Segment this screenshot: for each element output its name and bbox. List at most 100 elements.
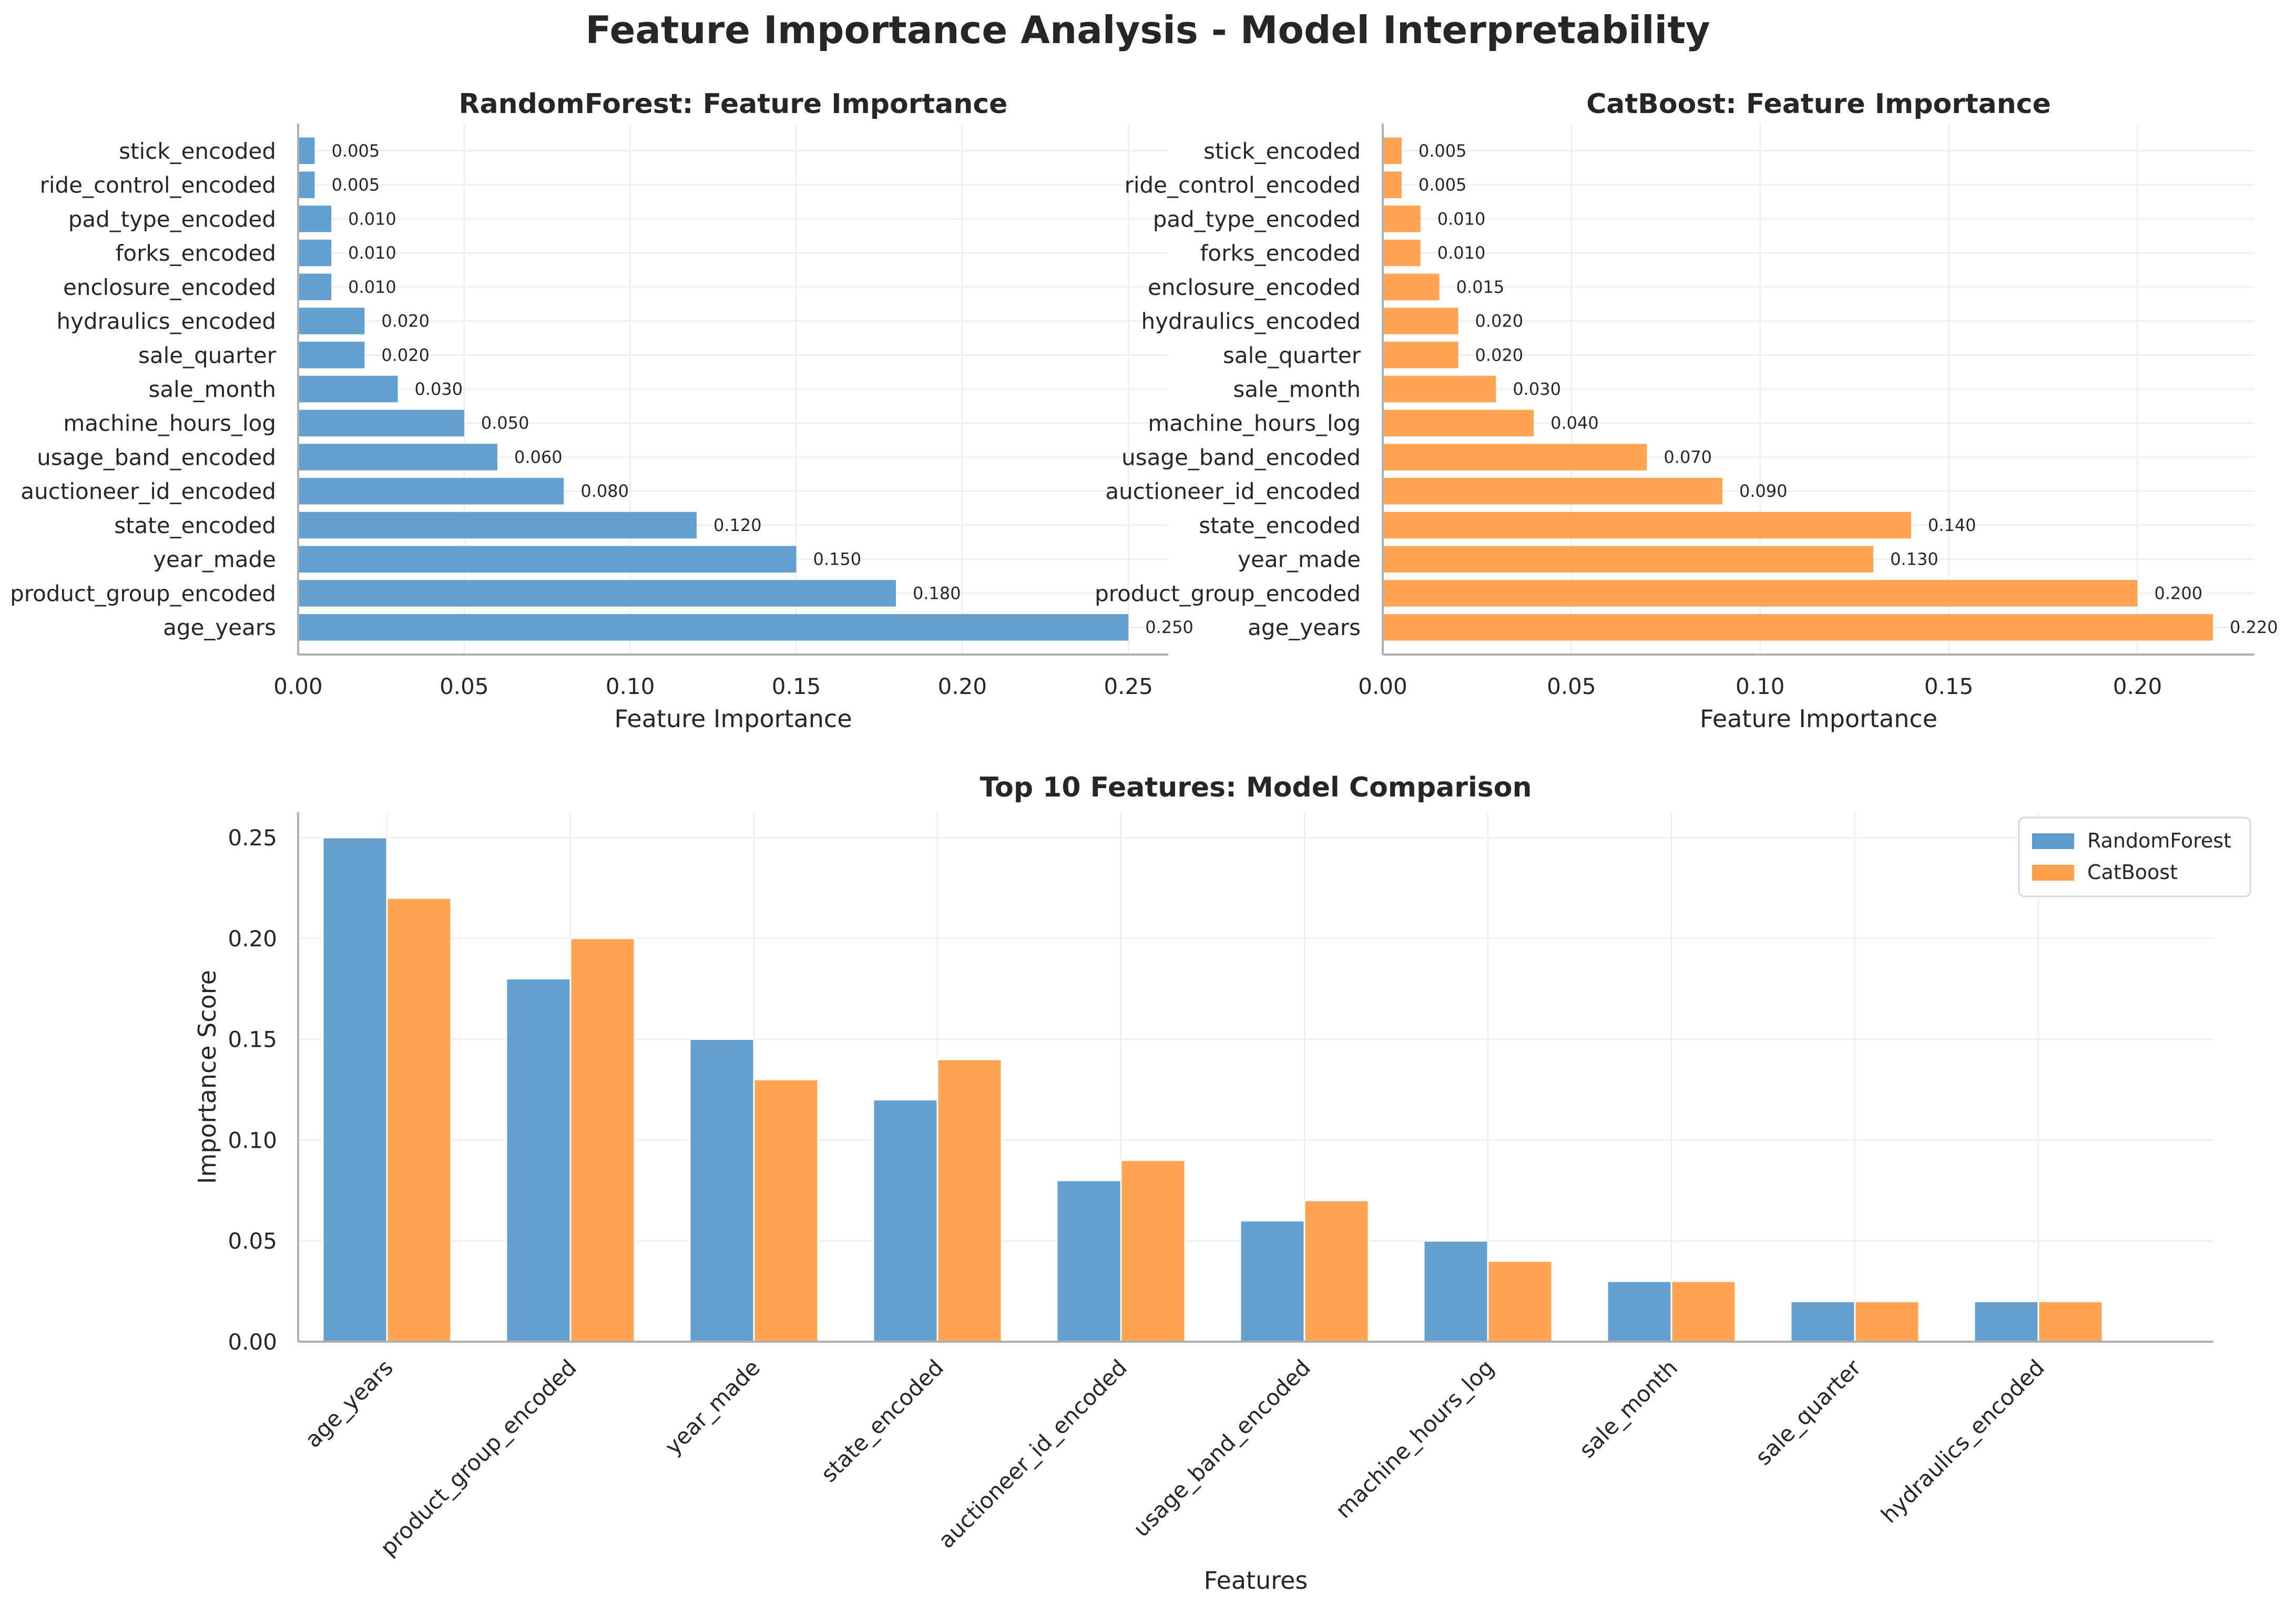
bar-RandomForest-product_group_encoded (505, 977, 572, 1343)
value-label-usage_band_encoded: 0.070 (1664, 447, 1712, 467)
y-tick-label: 0.15 (228, 1027, 277, 1053)
bar-RandomForest-auctioneer_id_encoded (1056, 1179, 1122, 1343)
y-tick-label-ride_control_encoded: ride_control_encoded (40, 172, 276, 198)
y-tick-label-sale_quarter: sale_quarter (1223, 342, 1361, 368)
bar-hydraulics_encoded (1383, 308, 1458, 334)
y-tick-label-age_years: age_years (163, 615, 276, 640)
y-tick-label: 0.00 (228, 1329, 277, 1355)
bar-CatBoost-sale_month (1670, 1280, 1737, 1343)
bar-RandomForest-usage_band_encoded (1239, 1220, 1305, 1343)
x-tick-label: 0.10 (606, 673, 655, 699)
value-label-pad_type_encoded: 0.010 (348, 209, 396, 229)
x-tick-label: 0.20 (938, 673, 987, 699)
value-label-forks_encoded: 0.010 (1437, 243, 1486, 263)
bar-sale_month (1383, 375, 1496, 403)
value-label-age_years: 0.220 (2230, 617, 2278, 637)
y-tick-label-forks_encoded: forks_encoded (1200, 240, 1361, 266)
value-label-year_made: 0.150 (813, 549, 862, 569)
value-label-auctioneer_id_encoded: 0.090 (1739, 481, 1788, 501)
bar-CatBoost-year_made (753, 1078, 819, 1343)
y-tick-label: 0.20 (228, 926, 277, 952)
bar-CatBoost-age_years (386, 897, 452, 1343)
y-axis-label: Importance Score (193, 970, 221, 1184)
panel-title: CatBoost: Feature Importance (1586, 88, 2051, 120)
bar-ride_control_encoded (1383, 171, 1402, 198)
y-tick-label-auctioneer_id_encoded: auctioneer_id_encoded (21, 478, 276, 504)
value-label-ride_control_encoded: 0.005 (332, 175, 380, 195)
x-tick-label: 0.15 (772, 673, 821, 699)
value-label-sale_quarter: 0.020 (381, 345, 430, 365)
legend-label-RandomForest: RandomForest (2087, 829, 2231, 852)
bar-forks_encoded (1383, 239, 1421, 267)
value-label-year_made: 0.130 (1890, 549, 1938, 569)
bar-pad_type_encoded (298, 206, 332, 232)
bar-CatBoost-usage_band_encoded (1303, 1199, 1370, 1343)
y-tick-label-enclosure_encoded: enclosure_encoded (1148, 274, 1361, 300)
bar-auctioneer_id_encoded (298, 477, 564, 505)
bar-product_group_encoded (1383, 580, 2138, 607)
bar-enclosure_encoded (1383, 273, 1440, 301)
y-tick-label-state_encoded: state_encoded (1199, 513, 1361, 538)
bar-product_group_encoded (298, 580, 896, 607)
chart-legend: RandomForest CatBoost (2018, 816, 2251, 897)
randomforest-panel: 0.250 age_years 0.180 product_group_encoded… (10, 88, 1193, 733)
x-tick-label: 0.20 (2113, 673, 2162, 699)
value-label-enclosure_encoded: 0.015 (1456, 277, 1505, 297)
y-tick-label-stick_encoded: stick_encoded (119, 138, 276, 164)
value-label-product_group_encoded: 0.200 (2154, 583, 2202, 603)
y-tick-label-hydraulics_encoded: hydraulics_encoded (1141, 309, 1361, 334)
y-tick-label-usage_band_encoded: usage_band_encoded (1121, 444, 1361, 470)
bar-machine_hours_log (298, 410, 464, 436)
y-tick-label-pad_type_encoded: pad_type_encoded (1153, 206, 1361, 232)
y-tick-label-machine_hours_log: machine_hours_log (1148, 411, 1361, 436)
bar-sale_quarter (1383, 342, 1458, 369)
y-tick-label-sale_quarter: sale_quarter (138, 342, 277, 368)
x-tick-label: 0.10 (1736, 673, 1785, 699)
value-label-hydraulics_encoded: 0.020 (1475, 311, 1524, 331)
x-tick-label: 0.00 (273, 673, 323, 699)
y-tick-label-forks_encoded: forks_encoded (116, 240, 276, 266)
y-tick-label-enclosure_encoded: enclosure_encoded (63, 274, 276, 300)
bar-RandomForest-machine_hours_log (1423, 1240, 1489, 1343)
bar-enclosure_encoded (298, 273, 332, 301)
y-tick-label-sale_month: sale_month (1233, 376, 1361, 402)
legend-frame (2018, 816, 2251, 897)
x-axis-label: Features (1204, 1566, 1308, 1595)
value-label-product_group_encoded: 0.180 (913, 583, 961, 603)
legend-label-CatBoost: CatBoost (2087, 861, 2178, 884)
x-tick-label: 0.25 (1104, 673, 1153, 699)
y-tick-label-ride_control_encoded: ride_control_encoded (1125, 172, 1361, 198)
x-axis-label: Feature Importance (1700, 705, 1937, 733)
bar-age_years (1383, 614, 2213, 641)
panel-title: RandomForest: Feature Importance (459, 88, 1008, 120)
panel-title: Top 10 Features: Model Comparison (980, 772, 1532, 803)
bar-year_made (1383, 546, 1874, 573)
bar-CatBoost-sale_quarter (1854, 1300, 1920, 1343)
value-label-auctioneer_id_encoded: 0.080 (580, 481, 629, 501)
y-tick-label-year_made: year_made (1238, 547, 1361, 573)
y-tick-label-usage_band_encoded: usage_band_encoded (37, 444, 276, 470)
value-label-hydraulics_encoded: 0.020 (381, 311, 430, 331)
value-label-usage_band_encoded: 0.060 (514, 447, 563, 467)
bar-pad_type_encoded (1383, 206, 1421, 232)
bar-CatBoost-machine_hours_log (1487, 1260, 1553, 1343)
bar-RandomForest-hydraulics_encoded (1973, 1300, 2039, 1343)
bar-forks_encoded (298, 239, 332, 267)
bar-ride_control_encoded (298, 171, 315, 198)
value-label-pad_type_encoded: 0.010 (1437, 209, 1486, 229)
bar-sale_quarter (298, 342, 365, 369)
bar-CatBoost-auctioneer_id_encoded (1120, 1159, 1186, 1343)
legend-swatch-RandomForest (2032, 833, 2074, 849)
bar-stick_encoded (298, 137, 315, 165)
figure-suptitle: Feature Importance Analysis - Model Inte… (585, 8, 1710, 52)
value-label-stick_encoded: 0.005 (332, 141, 380, 161)
bar-sale_month (298, 375, 398, 403)
value-label-sale_month: 0.030 (415, 379, 463, 399)
bar-usage_band_encoded (298, 444, 498, 471)
x-tick-label: 0.15 (1924, 673, 1974, 699)
bar-CatBoost-product_group_encoded (569, 937, 636, 1343)
y-tick-label-product_group_encoded: product_group_encoded (1095, 580, 1361, 606)
y-tick-label-sale_month: sale_month (149, 376, 276, 402)
